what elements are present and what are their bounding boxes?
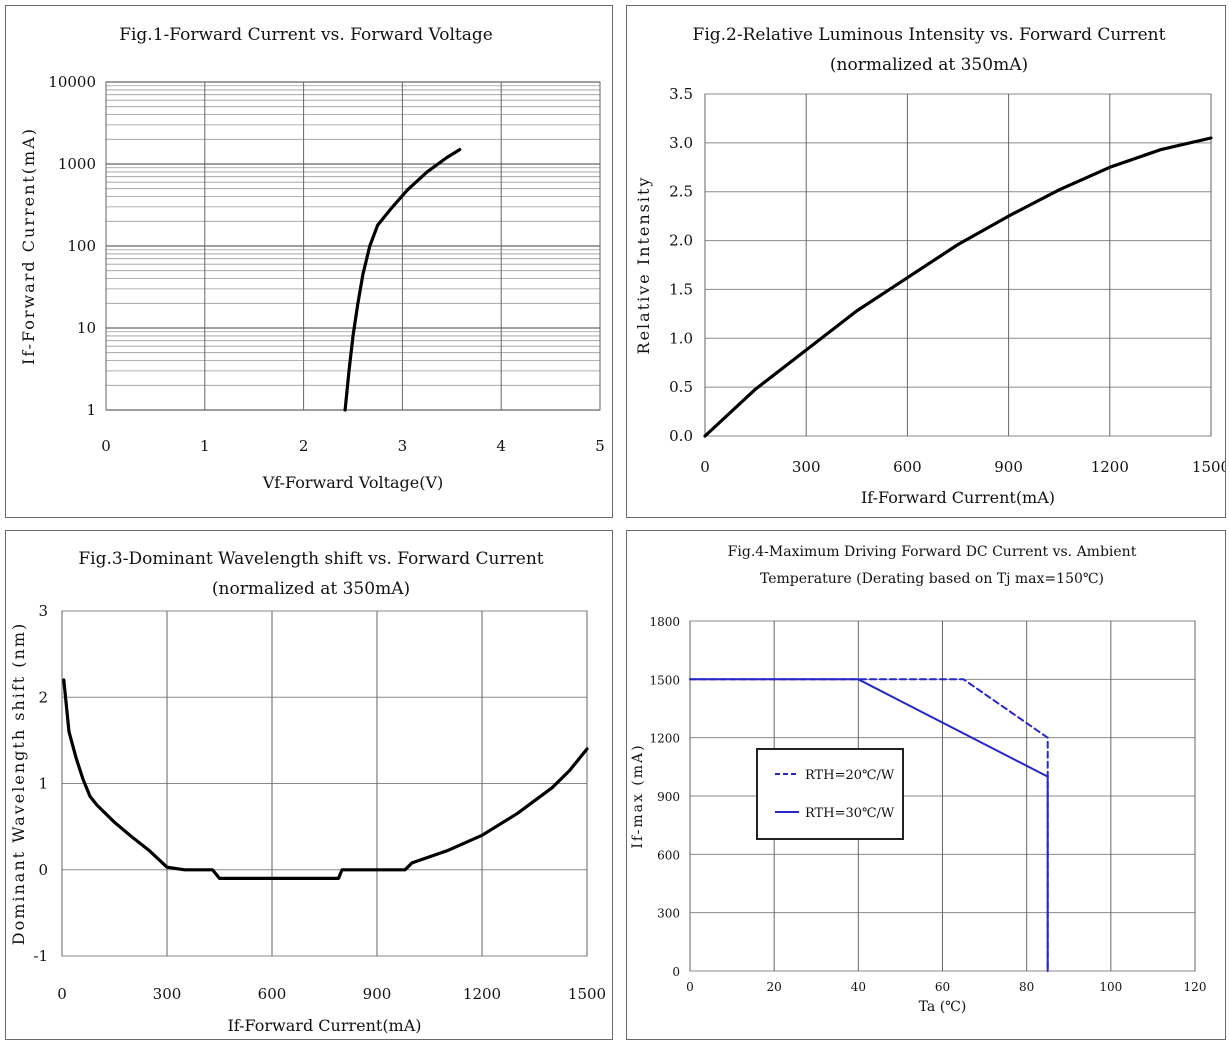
x-tick-label: 40	[851, 980, 866, 994]
x-axis-label: If-Forward Current(mA)	[227, 1016, 421, 1035]
legend-box	[756, 748, 904, 840]
chart-title-line2: (normalized at 350mA)	[830, 55, 1028, 75]
series-line-1	[62, 678, 589, 880]
chart-panel-fig3: Fig.3-Dominant Wavelength shift vs. Forw…	[5, 530, 613, 1040]
y-tick-label: 1000	[58, 155, 96, 173]
series-line-1	[703, 136, 1213, 438]
chart-fig2: Fig.2-Relative Luminous Intensity vs. Fo…	[634, 25, 1225, 507]
y-tick-label: 0.5	[669, 378, 693, 396]
y-tick-label: 10	[77, 319, 96, 337]
y-tick-label: 3	[38, 602, 48, 620]
chart-fig1: Fig.1-Forward Current vs. Forward Voltag…	[19, 25, 605, 492]
y-tick-label: 0	[38, 861, 48, 879]
x-tick-label: 80	[1019, 980, 1034, 994]
y-tick-label: 100	[67, 237, 96, 255]
chart-fig3: Fig.3-Dominant Wavelength shift vs. Forw…	[9, 549, 606, 1035]
chart-title: Fig.1-Forward Current vs. Forward Voltag…	[119, 25, 493, 45]
y-axis-label: If-max (mA)	[630, 743, 646, 848]
x-tick-label: 900	[363, 985, 392, 1003]
x-tick-label: 1200	[1091, 458, 1129, 476]
x-tick-label: 4	[496, 437, 506, 455]
x-tick-label: 1500	[1192, 458, 1225, 476]
y-tick-label: 1	[38, 775, 48, 793]
y-tick-label: 10000	[48, 73, 96, 91]
chart-panel-fig1: Fig.1-Forward Current vs. Forward Voltag…	[5, 5, 613, 518]
chart-title: Fig.3-Dominant Wavelength shift vs. Forw…	[78, 549, 543, 569]
x-axis-label: If-Forward Current(mA)	[861, 488, 1055, 507]
x-tick-label: 3	[398, 437, 408, 455]
x-tick-label: 1500	[568, 985, 606, 1003]
series-line-2	[689, 678, 1049, 972]
x-tick-label: 2	[299, 437, 309, 455]
x-tick-label: 120	[1184, 980, 1207, 994]
y-tick-label: 2.5	[669, 183, 693, 201]
y-tick-label: 2	[38, 688, 48, 706]
y-tick-label: 2.0	[669, 232, 693, 250]
legend-label: RTH=20℃/W	[805, 768, 895, 783]
x-tick-label: 0	[101, 437, 111, 455]
x-tick-label: 0	[686, 980, 694, 994]
x-axis-label: Ta (℃)	[919, 999, 967, 1015]
x-tick-label: 100	[1099, 980, 1122, 994]
y-tick-label: -1	[33, 947, 48, 965]
y-tick-label: 600	[657, 848, 680, 862]
legend-label: RTH=30℃/W	[805, 806, 895, 821]
chart-title-line2: Temperature (Derating based on Tj max=15…	[760, 571, 1104, 587]
plot-area	[704, 93, 1212, 437]
x-axis-label: Vf-Forward Voltage(V)	[262, 473, 444, 492]
x-tick-label: 300	[792, 458, 821, 476]
y-tick-label: 3.0	[669, 134, 693, 152]
y-tick-label: 1800	[649, 615, 680, 629]
x-tick-label: 60	[935, 980, 950, 994]
x-tick-label: 0	[57, 985, 67, 1003]
chart-title: Fig.2-Relative Luminous Intensity vs. Fo…	[693, 25, 1166, 45]
x-tick-label: 600	[258, 985, 287, 1003]
y-tick-label: 0	[672, 965, 680, 979]
y-axis-label: If-Forward Current(mA)	[19, 127, 38, 365]
y-tick-label: 300	[657, 907, 680, 921]
x-tick-label: 1	[200, 437, 210, 455]
chart-title: Fig.4-Maximum Driving Forward DC Current…	[728, 544, 1137, 560]
x-tick-label: 1200	[463, 985, 501, 1003]
y-tick-label: 3.5	[669, 85, 693, 103]
y-tick-label: 1500	[649, 673, 680, 687]
y-tick-label: 1200	[649, 732, 680, 746]
y-tick-label: 1.5	[669, 280, 693, 298]
y-axis-label: Dominant Wavelength shift (nm)	[9, 622, 28, 946]
y-tick-label: 900	[657, 790, 680, 804]
x-tick-label: 600	[893, 458, 922, 476]
chart-fig4: Fig.4-Maximum Driving Forward DC Current…	[630, 544, 1207, 1015]
x-tick-label: 5	[595, 437, 605, 455]
series-line-1	[343, 148, 462, 412]
y-axis-label: Relative Intensity	[634, 176, 653, 355]
chart-panel-fig2: Fig.2-Relative Luminous Intensity vs. Fo…	[626, 5, 1226, 518]
y-tick-label: 1.0	[669, 329, 693, 347]
y-tick-label: 0.0	[669, 427, 693, 445]
chart-panel-fig4: Fig.4-Maximum Driving Forward DC Current…	[626, 530, 1226, 1040]
x-tick-label: 300	[153, 985, 182, 1003]
x-tick-label: 900	[994, 458, 1023, 476]
x-tick-label: 0	[700, 458, 710, 476]
y-tick-label: 1	[86, 401, 96, 419]
chart-title-line2: (normalized at 350mA)	[212, 579, 410, 599]
x-tick-label: 20	[767, 980, 782, 994]
